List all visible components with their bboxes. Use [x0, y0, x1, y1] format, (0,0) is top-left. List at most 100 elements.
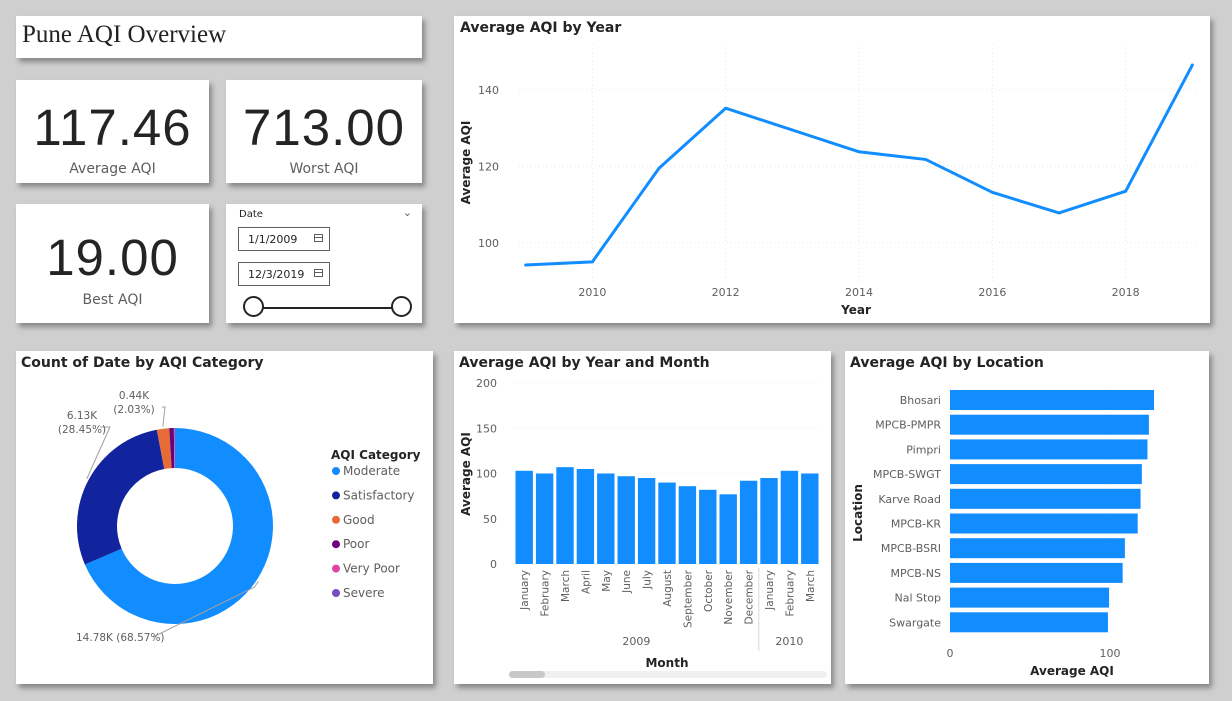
data-label-leader	[86, 426, 111, 480]
horizontal-scrollbar[interactable]	[509, 671, 827, 678]
average-aqi-label: Average AQI	[69, 161, 156, 177]
donut-slice-moderate	[84, 428, 274, 624]
aqi-by-location-chart: Average AQI by Location 0 100 Bhosari MPCB-…	[845, 351, 1209, 684]
worst-aqi-label: Worst AQI	[289, 161, 359, 177]
y-tick-label: 140	[478, 84, 499, 97]
donut-slice-very-poor	[173, 428, 175, 469]
column-bar	[699, 489, 717, 564]
legend-item: Satisfactory	[343, 488, 415, 502]
location-bar	[950, 562, 1123, 583]
x-tick-label: 2012	[712, 286, 740, 299]
date-range-track[interactable]	[252, 307, 402, 309]
location-bar	[950, 513, 1138, 534]
data-point	[657, 166, 661, 170]
x-axis-title: Average AQI	[1030, 664, 1114, 678]
data-point	[990, 190, 994, 194]
end-date-handle[interactable]	[391, 296, 412, 317]
calendar-icon[interactable]	[314, 269, 323, 277]
worst-aqi-value: 713.00	[243, 99, 405, 156]
data-label: 0.44K	[119, 390, 150, 402]
x-tick-label: April	[580, 570, 592, 594]
y-tick-label: MPCB-PMPR	[875, 419, 941, 432]
aqi-by-year-month-chart: Average AQI by Year and Month 0 50 100 150 2…	[454, 351, 831, 684]
y-tick-label: Swargate	[889, 616, 941, 629]
start-date-value: 1/1/2009	[248, 233, 298, 246]
aqi-category-chart: Count of Date by AQI Category 14.78K (68…	[16, 351, 433, 684]
column-bar	[801, 473, 819, 564]
x-tick-label: October	[703, 569, 715, 612]
column-bar	[576, 468, 595, 564]
date-slicer[interactable]: Date ⌄ 1/1/2009 12/3/2019	[226, 204, 422, 323]
scrollbar-thumb[interactable]	[509, 671, 545, 678]
worst-aqi-card: 713.00 Worst AQI	[226, 80, 422, 183]
legend-marker	[332, 491, 340, 500]
data-label: (2.03%)	[113, 404, 155, 416]
legend-item: Severe	[343, 586, 385, 600]
data-point	[1190, 63, 1194, 67]
x-tick-label: 2016	[978, 286, 1006, 299]
column-bar	[678, 486, 697, 564]
legend-marker	[332, 540, 340, 549]
donut-slice-satisfactory	[77, 429, 165, 565]
y-tick-label: Karve Road	[878, 493, 941, 506]
average-aqi-value: 117.46	[33, 99, 192, 156]
chart-title: Count of Date by AQI Category	[21, 355, 264, 371]
line-chart-svg: 100 120 140 2010 2012 2014 2016 2018 Year Average…	[459, 44, 1199, 317]
report-title: Pune AQI Overview	[22, 21, 227, 48]
y-tick-label: 50	[483, 513, 497, 526]
legend-marker	[332, 515, 340, 524]
column-bar	[617, 476, 635, 564]
group-label: 2010	[775, 635, 803, 648]
data-point	[924, 157, 928, 161]
data-label-leader	[152, 580, 259, 638]
y-tick-label: 100	[478, 237, 499, 250]
best-aqi-label: Best AQI	[82, 292, 143, 308]
chevron-down-icon[interactable]: ⌄	[402, 206, 412, 219]
best-aqi-value: 19.00	[46, 229, 179, 286]
x-tick-label: December	[744, 569, 756, 624]
x-tick-label: January	[519, 570, 531, 611]
x-axis-title: Year	[840, 303, 871, 317]
x-tick-label: March	[805, 570, 817, 602]
location-bar	[950, 538, 1125, 559]
x-tick-label: 2014	[845, 286, 873, 299]
legend-marker	[332, 467, 340, 475]
y-tick-label: MPCB-SWGT	[873, 468, 941, 481]
start-date-input[interactable]: 1/1/2009	[238, 227, 330, 251]
x-tick-label: March	[560, 570, 572, 602]
data-point	[724, 106, 728, 110]
legend-marker	[332, 564, 340, 573]
x-tick-label: February	[784, 570, 796, 617]
column-bar	[739, 480, 758, 564]
chart-title: Average AQI by Year and Month	[459, 355, 710, 371]
y-axis-title: Average AQI	[459, 432, 473, 516]
date-slicer-title: Date	[239, 209, 263, 220]
bar-chart-svg: 0 100 Bhosari MPCB-PMPR Pimpri MPCB-SWGT Karve…	[851, 388, 1154, 678]
data-label: 6.13K	[67, 410, 98, 422]
legend-title: AQI Category	[331, 448, 421, 462]
y-tick-label: 100	[476, 468, 497, 481]
column-bar	[556, 467, 574, 564]
y-tick-label: Nal Stop	[894, 592, 941, 605]
end-date-input[interactable]: 12/3/2019	[238, 262, 330, 286]
x-tick-label: June	[621, 570, 633, 594]
data-point	[590, 260, 594, 264]
location-bar	[950, 612, 1108, 633]
y-axis-title: Location	[851, 484, 865, 542]
column-bar	[515, 470, 533, 564]
x-tick-label: November	[723, 569, 735, 624]
column-bar	[637, 478, 656, 564]
data-label: 14.78K (68.57%)	[76, 632, 165, 644]
chart-title: Average AQI by Year	[460, 20, 622, 36]
x-tick-label: 0	[947, 647, 954, 660]
x-tick-label: May	[601, 570, 613, 592]
legend-item: Moderate	[343, 464, 400, 478]
x-axis-title: Month	[645, 656, 688, 670]
y-tick-label: 0	[490, 558, 497, 571]
start-date-handle[interactable]	[243, 296, 264, 317]
column-bar	[760, 478, 778, 564]
donut-chart-svg: 14.78K (68.57%) 6.13K (28.45%) 0.44K (2.03%)…	[58, 390, 421, 644]
x-tick-label: July	[642, 570, 654, 590]
calendar-icon[interactable]	[314, 234, 323, 242]
x-tick-label: February	[540, 570, 552, 617]
